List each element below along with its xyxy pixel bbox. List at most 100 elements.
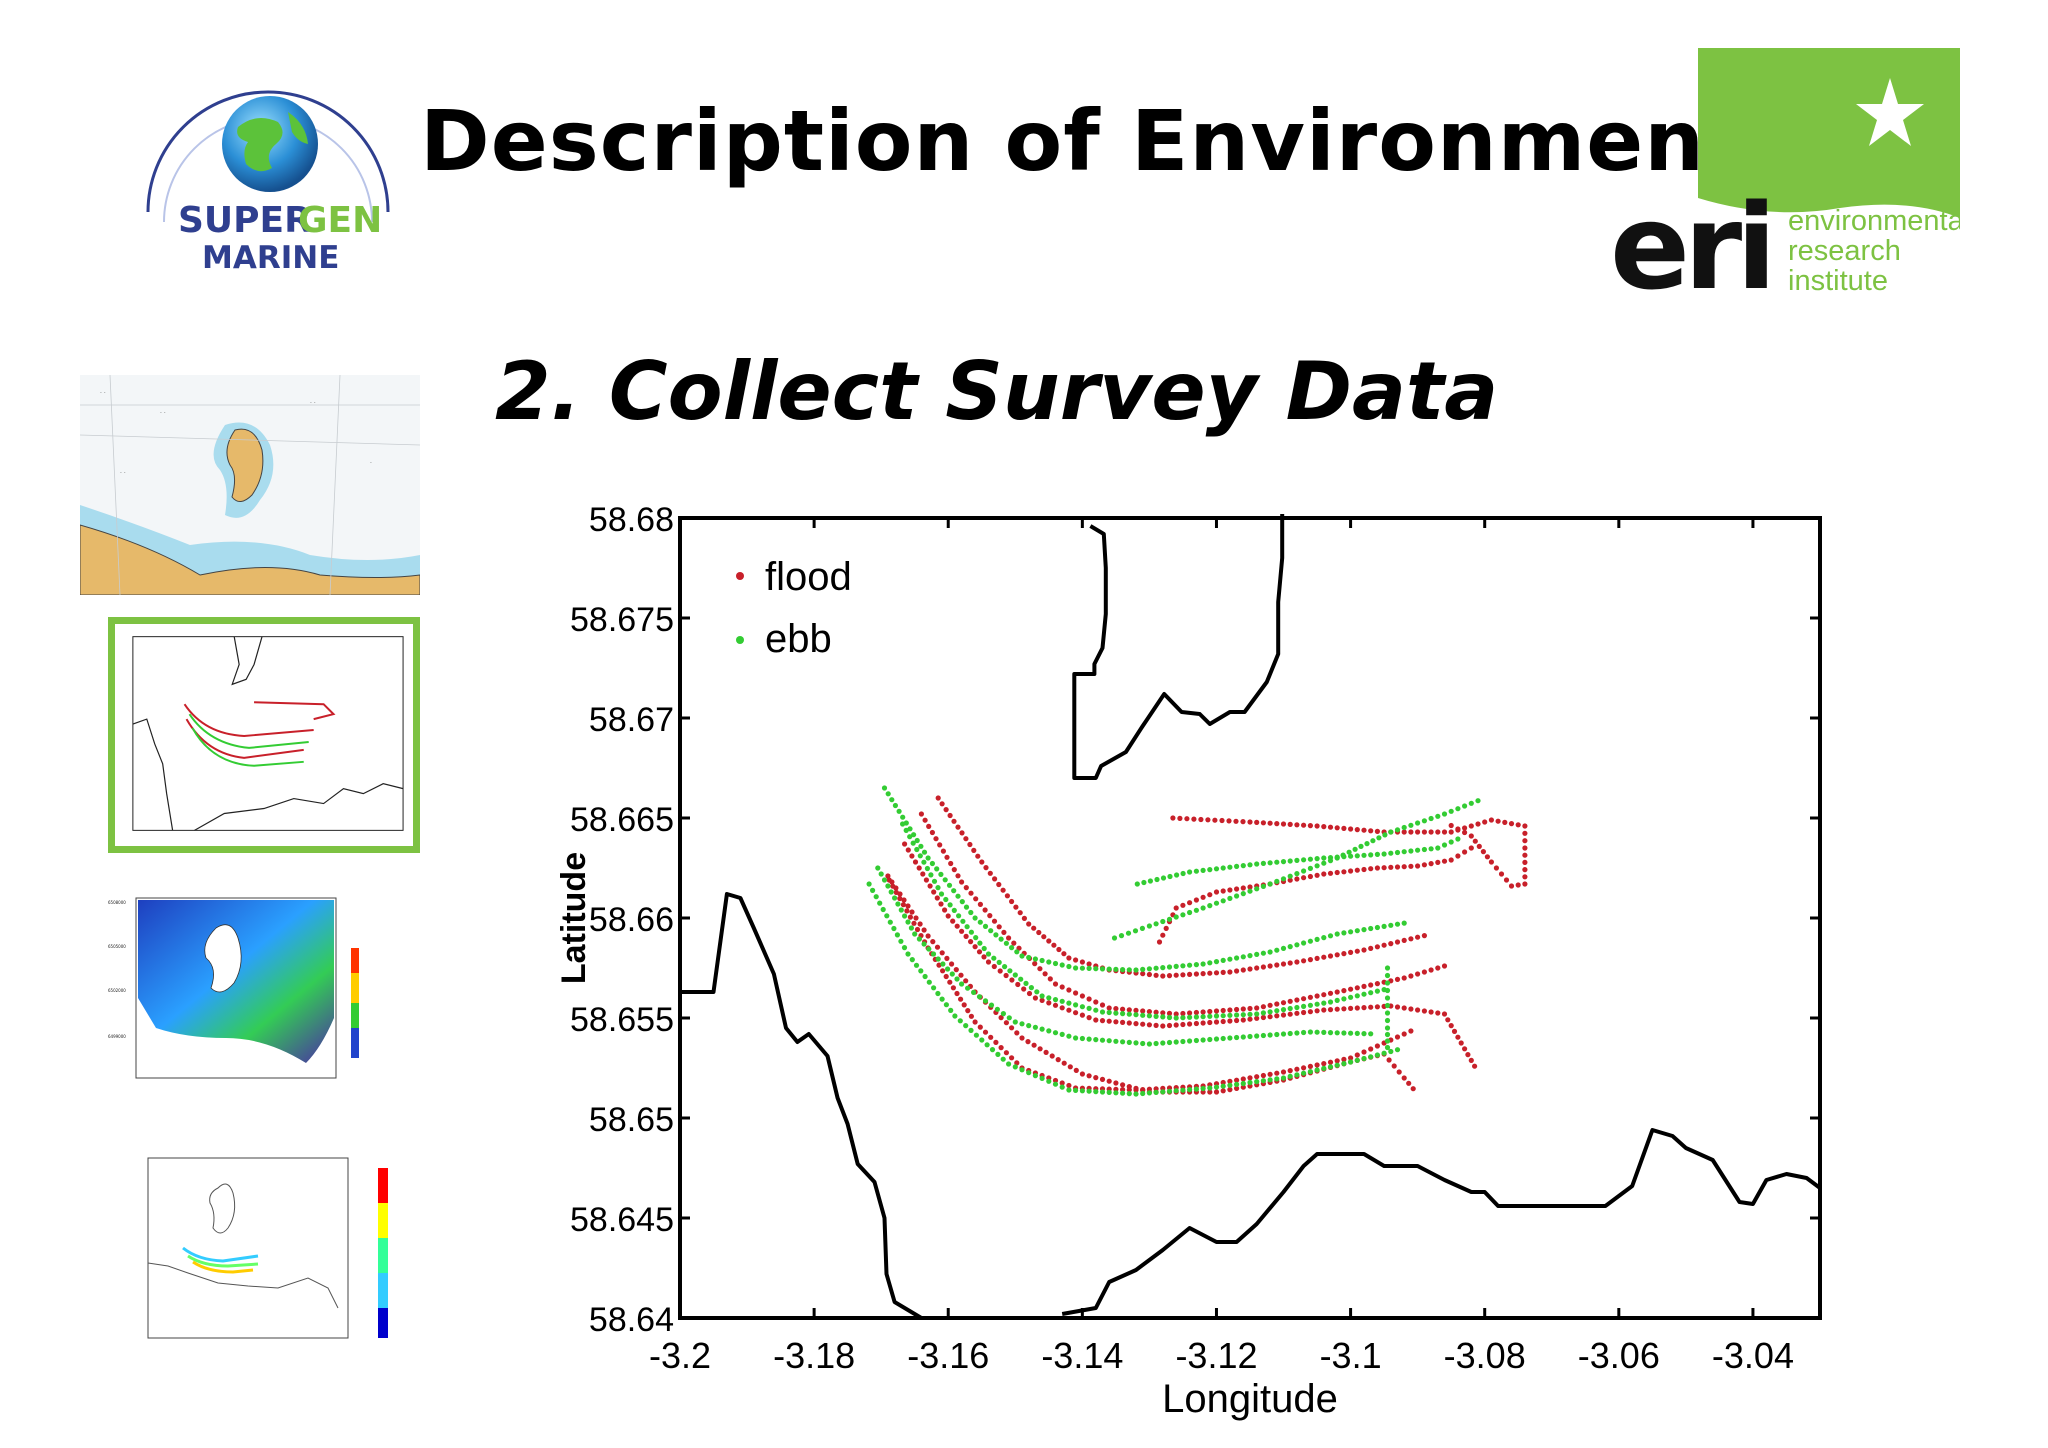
ebb-point [956,913,962,919]
flood-point [1049,1053,1055,1059]
ebb-point [991,955,997,961]
ebb-point [946,882,953,888]
flood-point [1374,828,1380,834]
flood-point [909,853,915,859]
flood-point [1037,1046,1043,1052]
flood-point [1334,1006,1340,1012]
flood-point [1160,932,1166,938]
ebb-point [1234,955,1240,961]
flood-point [1522,830,1528,836]
ebb-point [1384,1010,1391,1016]
flood-point [1274,962,1280,968]
ebb-point [1314,863,1320,869]
ebb-point [1019,953,1025,959]
ebb-point [905,919,911,925]
flood-point [1213,1008,1220,1014]
flood-point [992,876,998,882]
survey-plot-thumbnail[interactable] [108,617,420,853]
legend-flood-marker [736,572,744,580]
ebb-point [954,976,960,982]
ebb-point [1240,891,1246,897]
flood-point [1408,1006,1414,1012]
nautical-chart-thumbnail[interactable]: · · · · · · · · · [80,375,420,595]
ebb-point [1200,1085,1206,1092]
ebb-point [1113,1038,1119,1044]
ebb-point [951,907,957,913]
ebb-point [1441,811,1448,817]
flood-point [1000,887,1006,893]
ebb-point [1039,1026,1045,1032]
ebb-point [1307,1069,1313,1075]
ebb-point [1334,931,1340,937]
flood-point [1133,1021,1139,1027]
ebb-point [959,981,965,987]
flood-point [996,924,1002,930]
flood-point [1213,1019,1220,1025]
flood-point [950,985,956,991]
flood-point [943,973,949,980]
ebb-point [1234,1034,1240,1041]
flood-point [982,1029,989,1035]
flood-point [1046,1000,1052,1006]
flood-point [1294,876,1300,882]
ebb-point [1132,928,1139,934]
flood-point [1361,866,1367,873]
flood-point [1052,1002,1059,1008]
flood-point [907,914,913,920]
flood-point [1415,829,1421,835]
legend-flood-label: flood [765,555,852,599]
prediction-error-thumbnail[interactable] [128,1148,418,1348]
flood-point [1503,877,1510,883]
flood-point [968,1013,974,1019]
flood-point [1374,1043,1380,1049]
ebb-point [1039,1075,1045,1081]
ebb-point [1227,1012,1233,1018]
flood-point [1301,1065,1307,1071]
flood-point [1213,970,1220,976]
legend-ebb-label: ebb [765,617,832,661]
flood-point [1314,955,1320,961]
ebb-point [1153,1013,1159,1020]
ebb-point [1314,1067,1320,1073]
flood-point [890,883,896,889]
ebb-point [1247,1011,1253,1017]
ebb-point [993,932,999,938]
ebb-point [1187,1087,1193,1093]
flood-point [1079,1071,1085,1077]
flood-point [918,811,924,817]
ebb-point [1187,1038,1193,1044]
flood-point [1173,1022,1179,1028]
current-speed-model-thumbnail[interactable]: 6508000 6505000 6502000 6499000 [106,888,422,1098]
flood-point [1153,1086,1159,1092]
ebb-point [1327,1030,1334,1036]
flood-point [1435,1010,1441,1016]
ebb-point [1388,850,1394,856]
ebb-point [1274,1076,1280,1082]
flood-point [1146,1022,1152,1028]
ebb-point [1079,1004,1085,1010]
flood-point [1301,822,1307,828]
ebb-track-4 [1111,798,1481,941]
marine-text: MARINE [202,240,339,276]
ebb-point [1341,1061,1347,1067]
flood-point [1180,972,1186,978]
flood-point [1099,1002,1106,1008]
ebb-point [1280,945,1287,951]
flood-point [1166,1022,1173,1029]
flood-point [1227,1087,1233,1093]
ebb-point [1384,972,1391,979]
flood-point [998,1015,1004,1021]
ebb-point [1401,849,1407,855]
flood-point [1274,821,1280,827]
flood-point [1036,929,1042,936]
ebb-point [1260,860,1266,866]
ebb-point [921,859,927,865]
ebb-point [1384,995,1391,1001]
ebb-point [875,865,881,871]
ebb-point [1421,818,1427,824]
ebb-point [1361,1055,1367,1062]
ebb-point [1321,935,1327,941]
ebb-point [895,901,901,907]
ebb-point [1384,1017,1391,1024]
flood-point [1013,904,1019,910]
